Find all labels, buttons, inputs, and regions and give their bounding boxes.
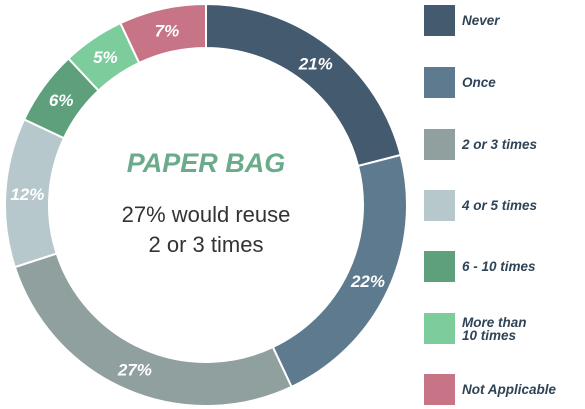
donut-chart: 21% 22% 27% 12% 6% 5% 7% PAPER BAG 27% would r… — [4, 2, 408, 407]
chart-center-title: PAPER BAG — [127, 148, 286, 178]
legend-swatch — [424, 5, 455, 36]
legend-swatch — [424, 374, 455, 405]
slice-never — [205, 2, 402, 168]
legend-swatch — [424, 67, 455, 98]
slice-labels: 21% 22% 27% 12% 6% 5% 7% — [10, 21, 385, 379]
slice-label-once: 22% — [350, 272, 385, 291]
slice-not-applicable — [119, 2, 207, 65]
slice-label-not-applicable: 7% — [155, 21, 180, 40]
chart-legend: Never Once 2 or 3 times 4 or 5 times 6 - 10 … — [424, 0, 585, 409]
legend-label: Never — [462, 13, 500, 28]
legend-label: Once — [462, 75, 496, 90]
legend-label: 6 - 10 times — [462, 259, 536, 274]
legend-item-6-10-times: 6 - 10 times — [424, 251, 536, 282]
chart-center-text-line2: 2 or 3 times — [149, 232, 264, 257]
slice-label-2-or-3-times: 27% — [117, 360, 152, 379]
legend-label: 2 or 3 times — [462, 137, 538, 152]
slice-label-4-or-5-times: 12% — [10, 185, 44, 204]
slice-label-never: 21% — [298, 55, 333, 74]
legend-swatch — [424, 251, 455, 282]
slice-2-or-3-times — [13, 252, 293, 407]
slice-label-more-than-10-times: 5% — [93, 48, 118, 67]
legend-item-more-than-10-times: More than 10 times — [424, 313, 527, 344]
legend-item-never: Never — [424, 5, 500, 36]
legend-item-4-or-5-times: 4 or 5 times — [424, 190, 537, 221]
slice-label-6-10-times: 6% — [49, 91, 74, 110]
legend-swatch — [424, 129, 455, 160]
legend-item-2-or-3-times: 2 or 3 times — [424, 129, 537, 160]
legend-item-once: Once — [424, 67, 496, 98]
legend-label: 4 or 5 times — [462, 198, 538, 213]
legend-swatch — [424, 190, 455, 221]
legend-label: Not Applicable — [462, 382, 557, 397]
chart-center-text-line1: 27% would reuse — [122, 202, 291, 227]
legend-swatch — [424, 313, 455, 344]
legend-item-not-applicable: Not Applicable — [424, 374, 556, 405]
donut-slices — [4, 2, 408, 407]
legend-label: More than 10 times — [462, 314, 527, 343]
slice-once — [271, 153, 408, 389]
